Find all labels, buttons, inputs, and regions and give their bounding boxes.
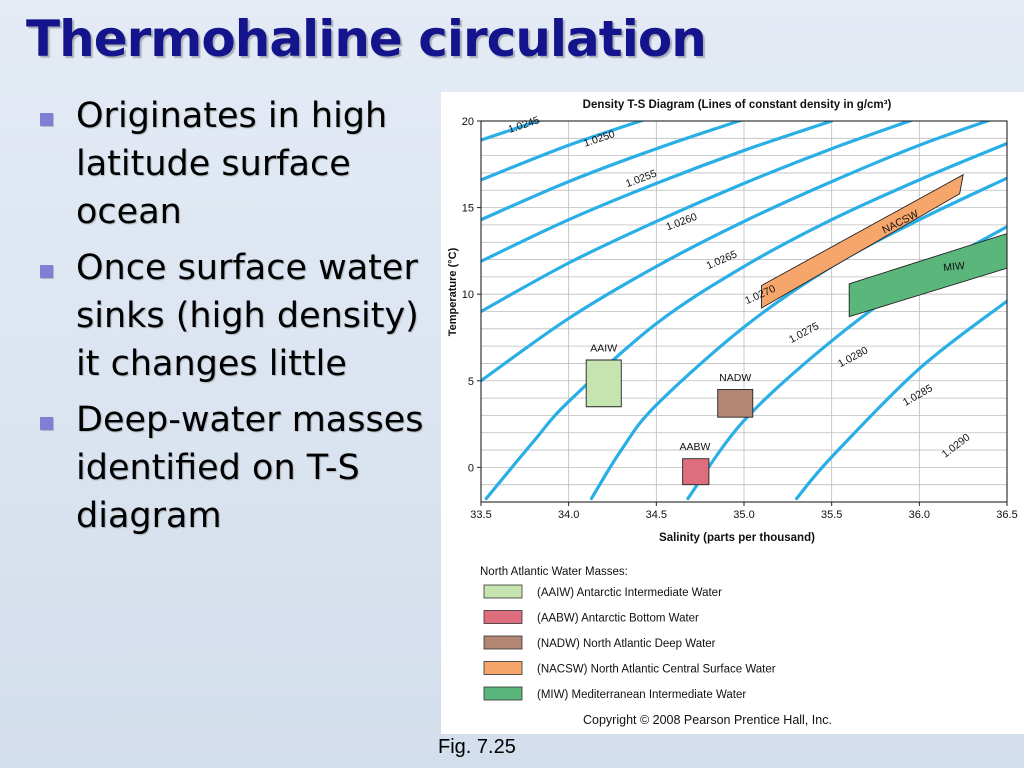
legend-swatch (483, 686, 523, 701)
legend-entry-label: (AAIW) Antarctic Intermediate Water (537, 587, 722, 599)
isopycnal-line (481, 121, 834, 263)
isopycnal-line (481, 121, 992, 383)
square-bullet-icon (40, 265, 53, 278)
legend-entry-label: (AABW) Antarctic Bottom Water (537, 613, 699, 625)
isopycnal-line (481, 121, 646, 182)
square-bullet-icon (40, 417, 53, 430)
isopycnal-line (589, 176, 1007, 501)
legend-swatch (483, 661, 523, 675)
x-tick-label: 35.5 (821, 509, 842, 521)
water-mass-aabw (682, 458, 710, 486)
bullet-item: Originates in high latitude surface ocea… (36, 92, 436, 236)
water-mass-label: AAIW (590, 342, 617, 354)
x-tick-label: 36.0 (909, 509, 930, 521)
water-mass-nacsw (761, 173, 964, 309)
figure-caption: Fig. 7.25 (438, 736, 516, 758)
y-tick-label: 5 (468, 376, 474, 388)
x-tick-label: 34.0 (558, 509, 579, 521)
isopycnal-label: 1.0265 (705, 248, 739, 272)
isopycnal-line (481, 121, 543, 142)
bullet-text: Originates in high latitude surface ocea… (76, 96, 388, 232)
y-tick-label: 10 (462, 289, 474, 301)
isopycnal-line (481, 121, 744, 222)
ts-diagram: Density T-S Diagram (Lines of constant d… (447, 99, 1018, 727)
x-axis-label: Salinity (parts per thousand) (659, 532, 815, 544)
bullet-list: Originates in high latitude surface ocea… (36, 92, 436, 548)
water-mass-label: AABW (679, 441, 710, 453)
slide-title: Thermohaline circulation (26, 10, 707, 68)
isopycnal-label: 1.0245 (507, 114, 541, 136)
bullet-item: Once surface water sinks (high density) … (36, 244, 436, 388)
isopycnal-line (795, 299, 1007, 501)
legend-entry-label: (MIW) Mediterranean Intermediate Water (537, 689, 746, 701)
bullet-text: Deep-water masses identified on T-S diag… (76, 400, 424, 536)
water-mass-aaiw (585, 359, 622, 408)
y-tick-label: 15 (462, 203, 474, 215)
legend-title: North Atlantic Water Masses: (480, 566, 628, 578)
x-tick-label: 34.5 (646, 509, 667, 521)
isopycnal-label: 1.0275 (787, 320, 821, 346)
isopycnal-label: 1.0250 (582, 128, 616, 150)
isopycnal-label: 1.0255 (624, 167, 658, 190)
water-mass-label: NADW (719, 372, 751, 384)
water-mass-nadw (717, 388, 754, 418)
bullet-text: Once surface water sinks (high density) … (76, 248, 419, 384)
x-tick-label: 36.5 (996, 509, 1017, 521)
isopycnal-label: 1.0270 (743, 283, 777, 307)
x-tick-label: 33.5 (470, 509, 491, 521)
isopycnal-label: 1.0290 (940, 431, 973, 460)
isopycnal-line (484, 141, 1007, 501)
legend-entry-label: (NACSW) North Atlantic Central Surface W… (537, 664, 776, 676)
isopycnal-line (481, 121, 915, 314)
legend-entry-label: (NADW) North Atlantic Deep Water (537, 638, 716, 650)
x-tick-label: 35.0 (733, 509, 754, 521)
y-tick-label: 0 (468, 462, 474, 474)
ts-diagram-figure: Density T-S Diagram (Lines of constant d… (441, 92, 1024, 734)
isopycnal-lines (481, 121, 1007, 501)
chart-title: Density T-S Diagram (Lines of constant d… (583, 99, 892, 111)
legend: North Atlantic Water Masses: (AAIW) Anta… (480, 566, 776, 701)
y-axis-label: Temperature (°C) (447, 247, 459, 336)
water-mass-label: MIW (943, 260, 966, 274)
bullet-item: Deep-water masses identified on T-S diag… (36, 396, 436, 540)
legend-swatch (483, 584, 523, 599)
y-tick-label: 20 (462, 116, 474, 128)
isopycnal-label: 1.0280 (836, 344, 870, 370)
legend-swatch (483, 610, 523, 624)
isopycnal-label: 1.0285 (901, 382, 935, 408)
plot-area: 1.02451.02501.02551.02601.02651.02701.02… (462, 114, 1018, 521)
water-mass-miw (848, 232, 1008, 318)
square-bullet-icon (40, 113, 53, 126)
copyright-text: Copyright © 2008 Pearson Prentice Hall, … (583, 713, 832, 727)
legend-swatch (483, 635, 523, 650)
